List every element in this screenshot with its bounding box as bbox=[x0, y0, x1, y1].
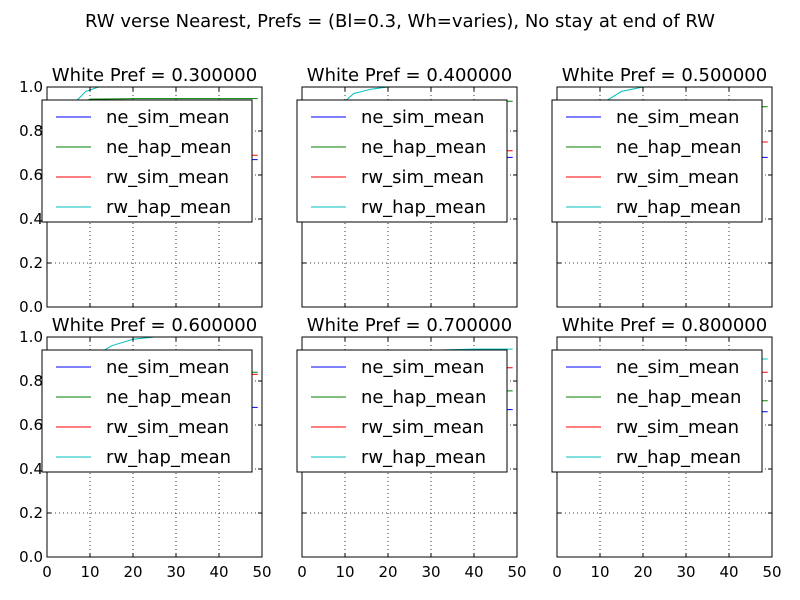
subplot-title: White Pref = 0.500000 bbox=[562, 65, 767, 86]
y-tick-label: 0.0 bbox=[19, 548, 43, 566]
legend-label-rw_sim_mean: rw_sim_mean bbox=[361, 167, 484, 188]
x-tick-label: 40 bbox=[209, 563, 228, 581]
legend-label-ne_hap_mean: ne_hap_mean bbox=[106, 137, 231, 158]
y-tick-label: 0.4 bbox=[19, 460, 43, 478]
legend-label-rw_sim_mean: rw_sim_mean bbox=[361, 417, 484, 438]
x-tick-label: 40 bbox=[719, 563, 738, 581]
x-tick-label: 20 bbox=[633, 563, 652, 581]
x-tick-label: 10 bbox=[335, 563, 354, 581]
subplot-4: 0 10 20 30 40 50 0.0 0.2 0.4 0.6 0.8 1.0 White Pref … bbox=[19, 315, 271, 581]
legend-label-rw_hap_mean: rw_hap_mean bbox=[361, 197, 486, 218]
legend-label-ne_sim_mean: ne_sim_mean bbox=[616, 357, 739, 378]
y-tick-label: 0.6 bbox=[19, 416, 43, 434]
legend-box bbox=[551, 349, 763, 473]
x-tick-label: 10 bbox=[80, 563, 99, 581]
subplot-title: White Pref = 0.300000 bbox=[52, 65, 257, 86]
y-tick-label: 1.0 bbox=[19, 328, 43, 346]
subplot-title: White Pref = 0.400000 bbox=[307, 65, 512, 86]
x-tick-label: 20 bbox=[123, 563, 142, 581]
legend: ne_sim_mean ne_hap_mean rw_sim_mean rw_hap_… bbox=[296, 99, 508, 223]
legend-label-rw_hap_mean: rw_hap_mean bbox=[106, 197, 231, 218]
x-tick-label: 40 bbox=[464, 563, 483, 581]
figure-suptitle: RW verse Nearest, Prefs = (Bl=0.3, Wh=va… bbox=[85, 11, 715, 32]
legend-label-rw_sim_mean: rw_sim_mean bbox=[106, 167, 229, 188]
x-tick-label: 50 bbox=[507, 563, 526, 581]
legend: ne_sim_mean ne_hap_mean rw_sim_mean rw_hap_… bbox=[41, 349, 253, 473]
subplot-1: 0.0 0.2 0.4 0.6 0.8 1.0 White Pref = 0.300000 n… bbox=[19, 65, 263, 316]
legend-label-ne_hap_mean: ne_hap_mean bbox=[106, 387, 231, 408]
x-tick-label: 30 bbox=[166, 563, 185, 581]
y-tick-label: 0.2 bbox=[19, 254, 43, 272]
x-tick-label: 30 bbox=[421, 563, 440, 581]
y-tick-label: 1.0 bbox=[19, 78, 43, 96]
legend: ne_sim_mean ne_hap_mean rw_sim_mean rw_hap_… bbox=[551, 349, 763, 473]
x-tick-label: 30 bbox=[676, 563, 695, 581]
subplot-3: White Pref = 0.500000 ne_sim_mean ne_hap_m… bbox=[551, 65, 773, 308]
legend-label-ne_sim_mean: ne_sim_mean bbox=[361, 357, 484, 378]
legend-label-ne_hap_mean: ne_hap_mean bbox=[361, 387, 486, 408]
legend: ne_sim_mean ne_hap_mean rw_sim_mean rw_hap_… bbox=[41, 99, 253, 223]
legend-label-ne_hap_mean: ne_hap_mean bbox=[361, 137, 486, 158]
legend-box bbox=[41, 349, 253, 473]
y-tick-label: 0.2 bbox=[19, 504, 43, 522]
legend-label-ne_sim_mean: ne_sim_mean bbox=[106, 357, 229, 378]
legend-label-ne_sim_mean: ne_sim_mean bbox=[616, 107, 739, 128]
legend-label-rw_sim_mean: rw_sim_mean bbox=[616, 167, 739, 188]
x-tick-label: 10 bbox=[590, 563, 609, 581]
legend-box bbox=[551, 99, 763, 223]
subplot-2: White Pref = 0.400000 ne_sim_mean ne_hap_m… bbox=[296, 65, 518, 308]
legend: ne_sim_mean ne_hap_mean rw_sim_mean rw_hap_… bbox=[551, 99, 763, 223]
x-tick-label: 0 bbox=[42, 563, 52, 581]
x-tick-label: 20 bbox=[378, 563, 397, 581]
legend-label-rw_hap_mean: rw_hap_mean bbox=[616, 197, 741, 218]
legend-box bbox=[41, 99, 253, 223]
legend-box bbox=[296, 349, 508, 473]
y-tick-label: 0.8 bbox=[19, 122, 43, 140]
legend: ne_sim_mean ne_hap_mean rw_sim_mean rw_hap_… bbox=[296, 349, 508, 473]
legend-label-ne_hap_mean: ne_hap_mean bbox=[616, 137, 741, 158]
x-tick-label: 50 bbox=[762, 563, 781, 581]
x-tick-label: 50 bbox=[252, 563, 271, 581]
legend-label-rw_hap_mean: rw_hap_mean bbox=[361, 447, 486, 468]
legend-label-rw_hap_mean: rw_hap_mean bbox=[106, 447, 231, 468]
subplot-grid: 0.0 0.2 0.4 0.6 0.8 1.0 White Pref = 0.300000 n… bbox=[19, 65, 781, 581]
legend-label-ne_sim_mean: ne_sim_mean bbox=[106, 107, 229, 128]
y-tick-label: 0.8 bbox=[19, 372, 43, 390]
subplot-title: White Pref = 0.800000 bbox=[562, 315, 767, 336]
legend-label-rw_sim_mean: rw_sim_mean bbox=[106, 417, 229, 438]
x-tick-label: 0 bbox=[552, 563, 562, 581]
y-tick-label: 0.6 bbox=[19, 166, 43, 184]
y-tick-label: 0.4 bbox=[19, 210, 43, 228]
legend-label-rw_hap_mean: rw_hap_mean bbox=[616, 447, 741, 468]
subplot-title: White Pref = 0.700000 bbox=[307, 315, 512, 336]
legend-box bbox=[296, 99, 508, 223]
legend-label-ne_hap_mean: ne_hap_mean bbox=[616, 387, 741, 408]
x-tick-label: 0 bbox=[297, 563, 307, 581]
subplot-5: 0 10 20 30 40 50 White Pref = 0.700000 ne_sim_m… bbox=[296, 315, 527, 581]
subplot-6: 0 10 20 30 40 50 White Pref = 0.800000 ne_sim_m… bbox=[551, 315, 782, 581]
legend-label-ne_sim_mean: ne_sim_mean bbox=[361, 107, 484, 128]
y-tick-label: 0.0 bbox=[19, 298, 43, 316]
subplot-title: White Pref = 0.600000 bbox=[52, 315, 257, 336]
legend-label-rw_sim_mean: rw_sim_mean bbox=[616, 417, 739, 438]
